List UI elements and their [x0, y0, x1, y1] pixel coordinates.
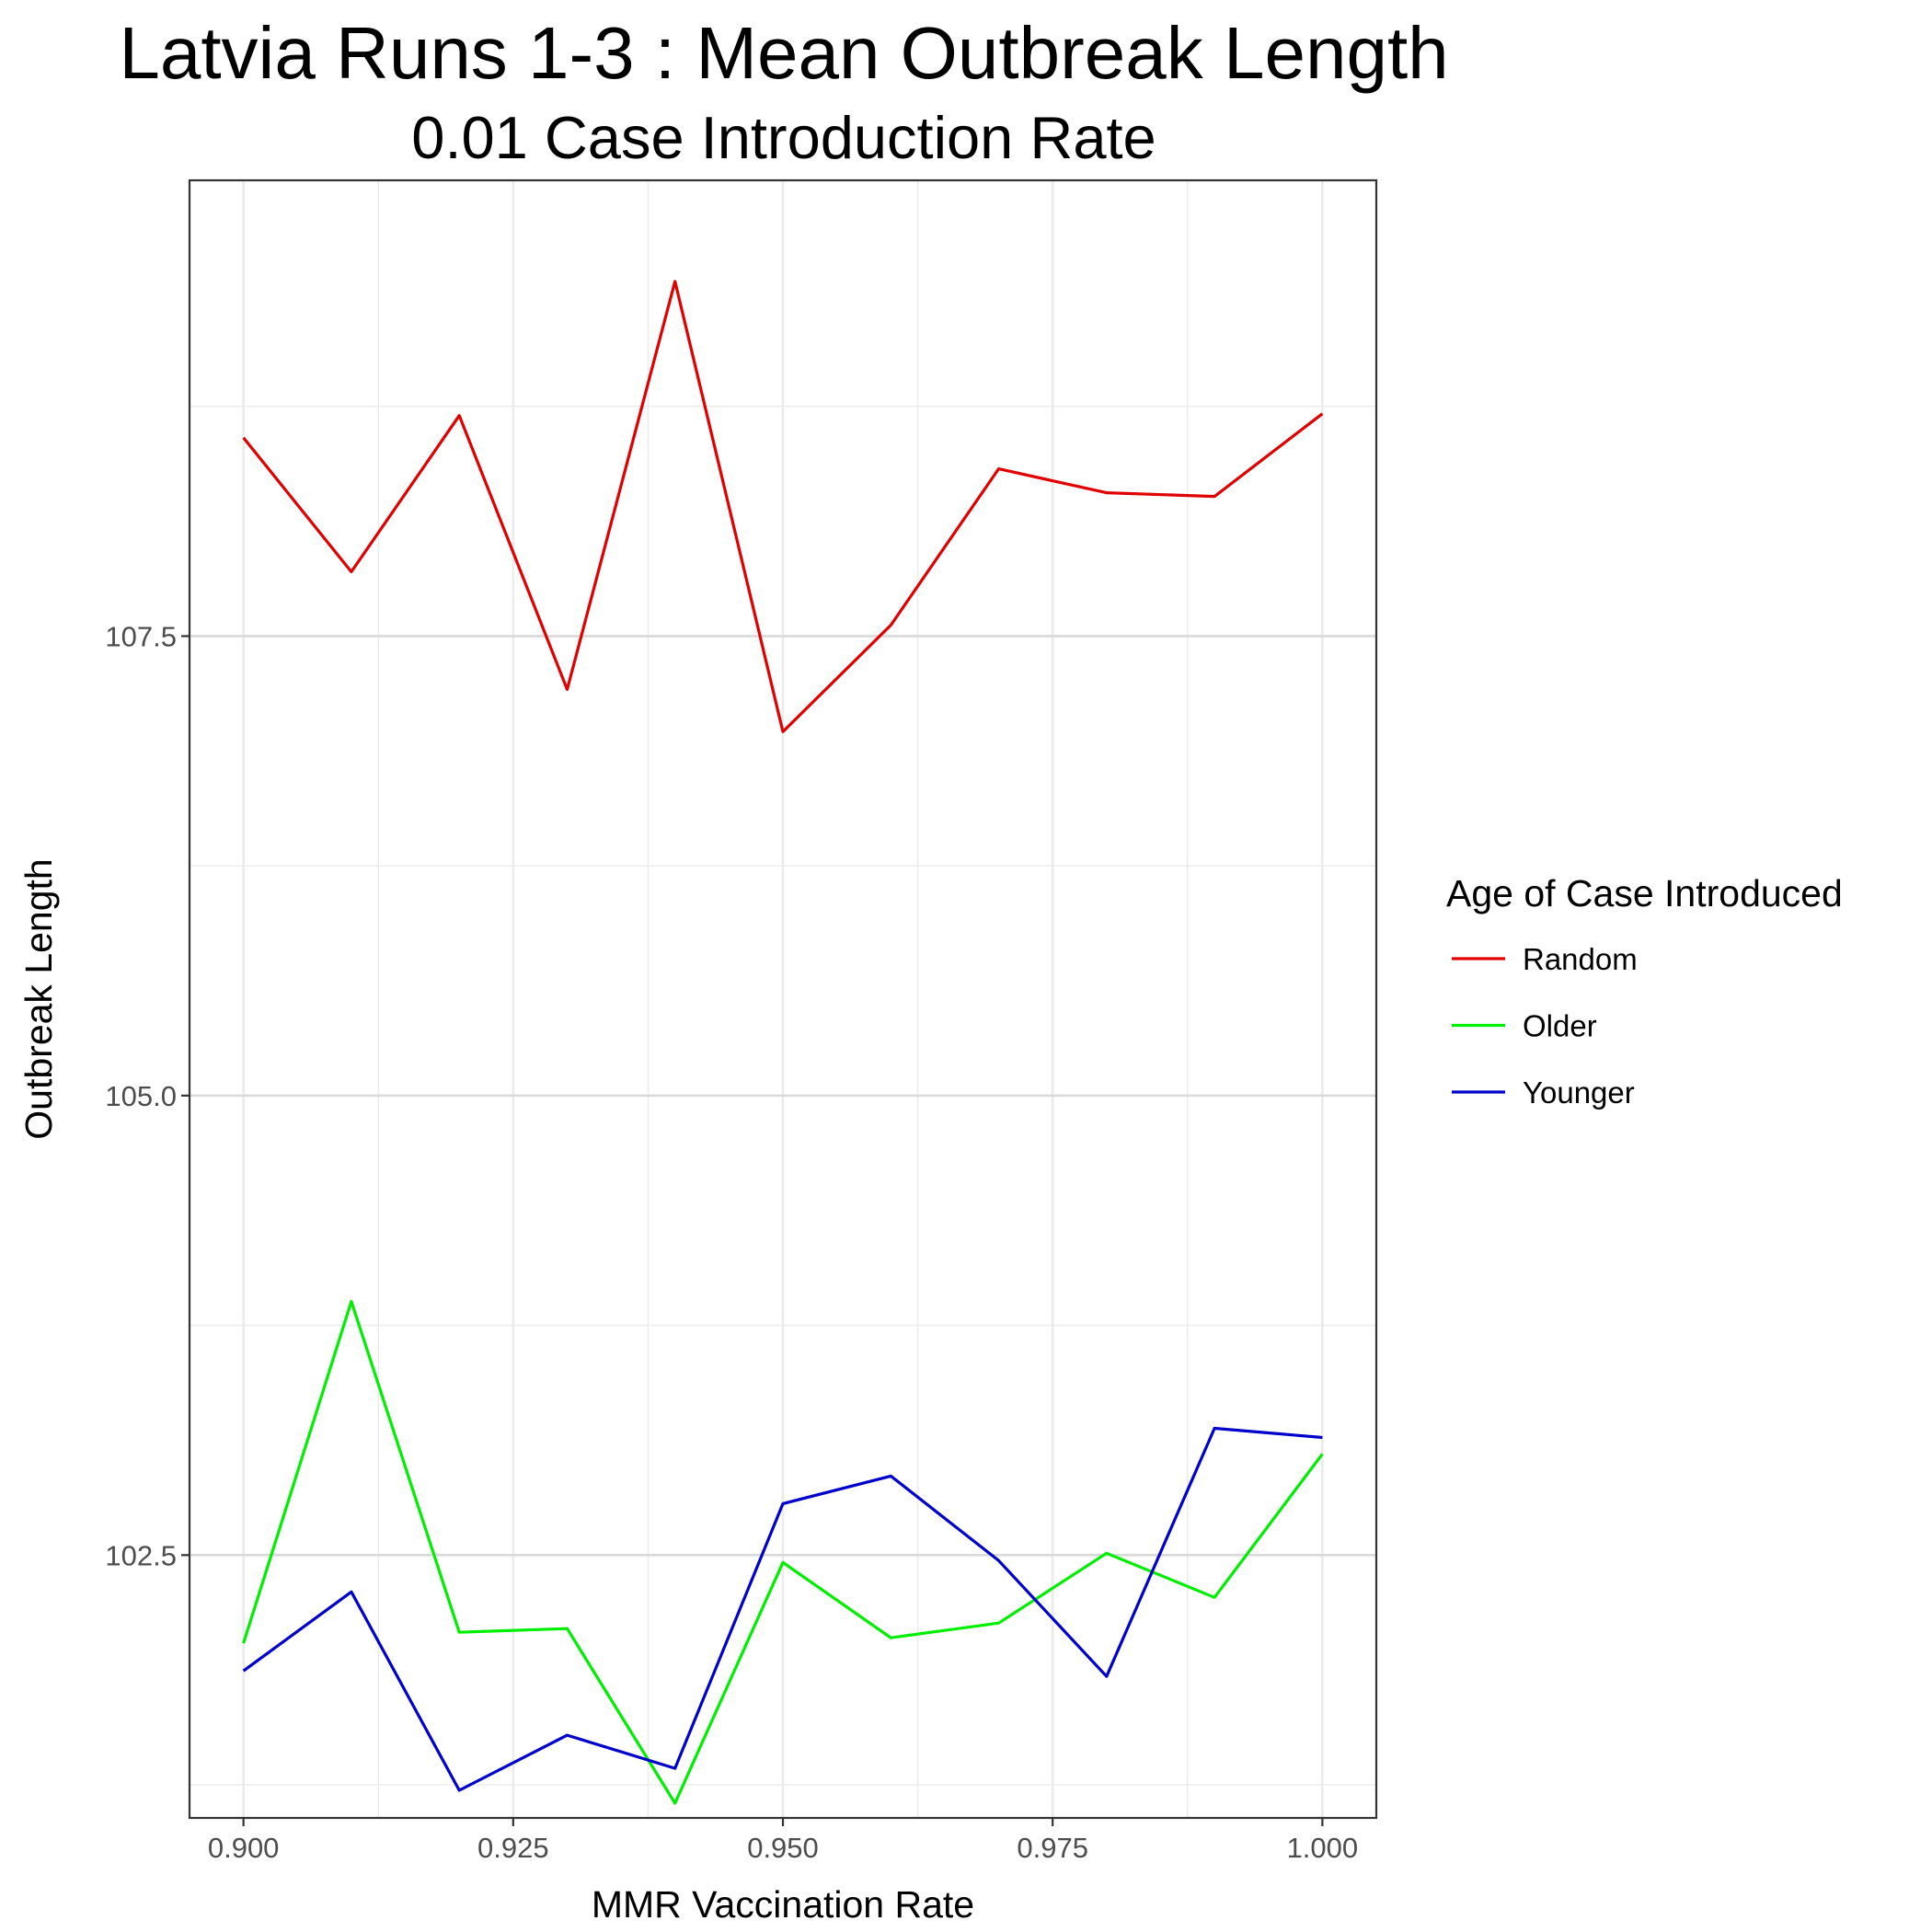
legend-label-younger: Younger [1523, 1075, 1635, 1110]
series-line-younger [242, 1426, 1323, 1792]
x-axis: 0.900 0.925 0.950 0.975 1.000 [208, 1818, 1358, 1864]
series-line-random [242, 280, 1324, 733]
chart-subtitle: 0.01 Case Introduction Rate [411, 104, 1156, 171]
legend: Age of Case Introduced Random Older Younge… [1446, 872, 1843, 1110]
x-tick-label: 1.000 [1287, 1832, 1359, 1864]
x-tick-label: 0.900 [208, 1832, 280, 1864]
y-axis-title: Outbreak Length [17, 858, 60, 1139]
chart-title: Latvia Runs 1-3 : Mean Outbreak Length [119, 12, 1448, 94]
series-line-older [242, 1299, 1324, 1805]
x-axis-title: MMR Vaccination Rate [592, 1883, 974, 1926]
legend-title: Age of Case Introduced [1446, 872, 1843, 914]
major-gridlines [190, 180, 1376, 1818]
legend-label-random: Random [1523, 942, 1638, 976]
legend-items: Random Older Younger [1452, 942, 1638, 1110]
legend-label-older: Older [1523, 1009, 1597, 1043]
y-tick-label: 105.0 [105, 1080, 177, 1112]
y-tick-label: 107.5 [105, 620, 177, 652]
y-tick-label: 102.5 [105, 1539, 177, 1571]
y-axis: 102.5 105.0 107.5 [105, 620, 190, 1571]
plot-panel [188, 178, 1378, 1820]
x-tick-label: 0.950 [747, 1832, 819, 1864]
x-tick-label: 0.975 [1017, 1832, 1088, 1864]
x-tick-label: 0.925 [477, 1832, 549, 1864]
series-lines [242, 280, 1324, 1805]
